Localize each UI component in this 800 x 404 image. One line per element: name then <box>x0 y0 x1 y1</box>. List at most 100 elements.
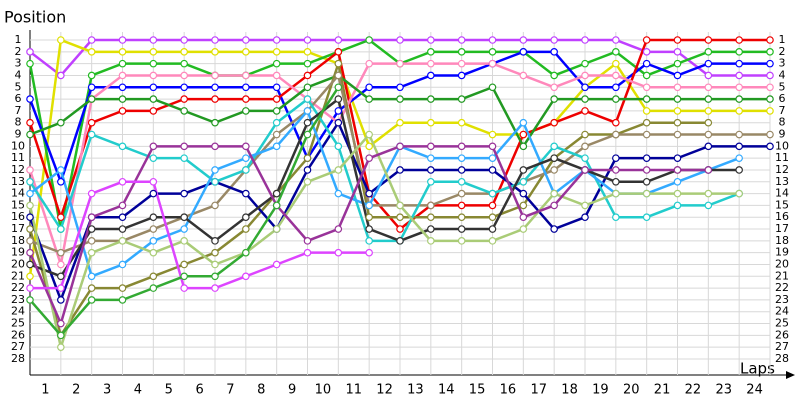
point <box>149 213 158 222</box>
y-tick-label: 18 <box>11 234 25 247</box>
point <box>272 95 281 103</box>
point <box>57 343 65 351</box>
point <box>272 36 281 44</box>
point <box>704 83 713 92</box>
point <box>704 166 713 174</box>
point <box>149 36 158 44</box>
point <box>118 95 127 103</box>
y-tick-label: 13 <box>11 175 25 188</box>
y-tick-label-right: 8 <box>779 116 786 129</box>
y-tick-label-right: 11 <box>775 151 789 164</box>
x-tick-label: 6 <box>195 383 203 398</box>
point <box>642 36 651 44</box>
point <box>488 189 497 198</box>
y-tick-label: 5 <box>15 80 22 93</box>
point <box>242 166 250 174</box>
point <box>118 213 127 222</box>
x-tick-label: 23 <box>715 383 732 398</box>
point <box>118 237 127 245</box>
point <box>735 189 743 198</box>
point <box>673 71 682 80</box>
point <box>457 48 466 56</box>
point <box>612 36 620 44</box>
point <box>642 107 651 115</box>
point <box>735 154 743 162</box>
point <box>272 189 281 198</box>
point <box>118 59 127 68</box>
point <box>180 36 188 44</box>
point <box>457 95 466 103</box>
point <box>26 248 34 257</box>
y-tick-label: 23 <box>11 293 25 306</box>
point <box>180 83 188 92</box>
point <box>334 48 343 56</box>
point <box>735 48 743 56</box>
point <box>457 36 466 44</box>
point <box>87 189 96 198</box>
point <box>118 48 127 56</box>
point <box>211 248 219 257</box>
point <box>180 213 188 222</box>
x-tick-label: 5 <box>165 383 173 398</box>
axis-arrow <box>786 371 795 379</box>
point <box>272 260 281 269</box>
point <box>242 71 250 80</box>
point <box>57 272 65 281</box>
point <box>303 95 312 103</box>
point <box>704 130 713 139</box>
point <box>180 154 188 162</box>
x-tick-label: 20 <box>623 383 640 398</box>
point <box>457 142 466 151</box>
point <box>457 237 466 245</box>
point <box>87 95 96 103</box>
point <box>396 118 404 127</box>
point <box>396 225 404 233</box>
y-tick-label-right: 26 <box>775 328 789 341</box>
point <box>272 225 281 233</box>
point <box>26 95 34 103</box>
point <box>26 59 34 68</box>
point <box>180 142 188 151</box>
point <box>303 83 312 92</box>
point <box>365 95 373 103</box>
point <box>427 59 435 68</box>
point <box>735 83 743 92</box>
y-tick-label: 21 <box>11 269 25 282</box>
point <box>26 213 34 222</box>
point <box>211 237 219 245</box>
y-tick-label-right: 3 <box>779 57 786 70</box>
point <box>180 225 188 233</box>
point <box>673 166 682 174</box>
point <box>26 177 34 186</box>
x-tick-label: 18 <box>561 383 578 398</box>
point <box>211 71 219 80</box>
point <box>642 177 651 186</box>
y-tick-label-right: 18 <box>775 234 789 247</box>
point <box>766 36 774 44</box>
point <box>673 107 682 115</box>
point <box>612 154 620 162</box>
point <box>118 260 127 269</box>
point <box>87 130 96 139</box>
point <box>26 272 34 281</box>
point <box>581 107 589 115</box>
point <box>242 95 250 103</box>
point <box>550 83 558 92</box>
point <box>735 36 743 44</box>
point <box>488 36 497 44</box>
point <box>211 36 219 44</box>
point <box>766 130 774 139</box>
point <box>550 225 558 233</box>
series-line <box>30 180 370 290</box>
y-tick-label-right: 10 <box>775 139 789 152</box>
point <box>519 48 528 56</box>
y-tick-label: 11 <box>11 151 25 164</box>
point <box>766 142 774 151</box>
y-tick-label: 8 <box>15 116 22 129</box>
point <box>334 142 343 151</box>
y-tick-label-right: 4 <box>779 68 786 81</box>
point <box>211 201 219 210</box>
point <box>211 272 219 281</box>
point <box>673 36 682 44</box>
point <box>57 177 65 186</box>
